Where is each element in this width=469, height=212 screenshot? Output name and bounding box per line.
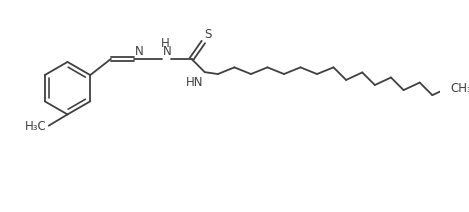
- Text: S: S: [204, 28, 212, 41]
- Text: H: H: [161, 38, 170, 50]
- Text: HN: HN: [185, 76, 203, 89]
- Text: N: N: [162, 45, 171, 58]
- Text: CH₃: CH₃: [450, 82, 469, 95]
- Text: N: N: [135, 45, 144, 58]
- Text: H₃C: H₃C: [25, 120, 47, 133]
